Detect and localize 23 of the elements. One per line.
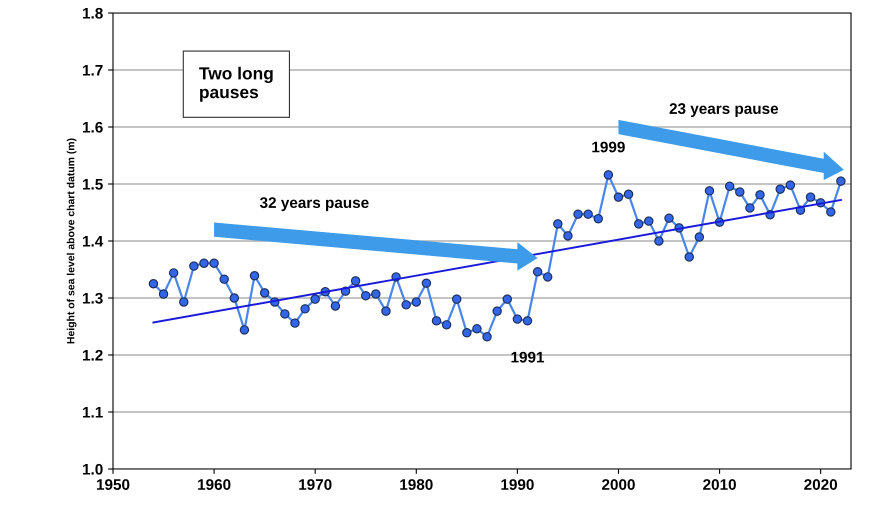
annotation: 1991 bbox=[511, 352, 544, 363]
y-tick-label: 1.5 bbox=[83, 179, 103, 190]
x-tick-label: 2010 bbox=[703, 479, 736, 490]
annotation: Two long pauses bbox=[199, 66, 273, 102]
x-tick-label: 2020 bbox=[804, 479, 838, 490]
x-tick-label: 1950 bbox=[96, 479, 130, 490]
y-tick-label: 1.8 bbox=[83, 8, 103, 19]
x-tick-label: 1960 bbox=[198, 479, 230, 490]
x-tick-label: 1990 bbox=[501, 479, 534, 490]
y-tick-label: 1.0 bbox=[83, 464, 103, 475]
annotation: 23 years pause bbox=[670, 103, 778, 118]
y-tick-label: 1.2 bbox=[83, 350, 103, 361]
x-tick-label: 2000 bbox=[602, 479, 635, 490]
y-tick-label: 1.1 bbox=[83, 407, 103, 418]
annotation: 32 years pause bbox=[260, 197, 369, 212]
annotation: 1999 bbox=[592, 142, 625, 152]
x-tick-label: 1970 bbox=[299, 479, 332, 490]
y-tick-label: 1.7 bbox=[83, 65, 103, 76]
y-axis-title: Height of sea level above chart datum (m) bbox=[66, 138, 76, 344]
y-tick-label: 1.3 bbox=[83, 292, 103, 304]
x-tick-label: 1980 bbox=[400, 479, 433, 490]
y-tick-label: 1.4 bbox=[83, 236, 104, 247]
y-tick-label: 1.6 bbox=[83, 122, 103, 133]
